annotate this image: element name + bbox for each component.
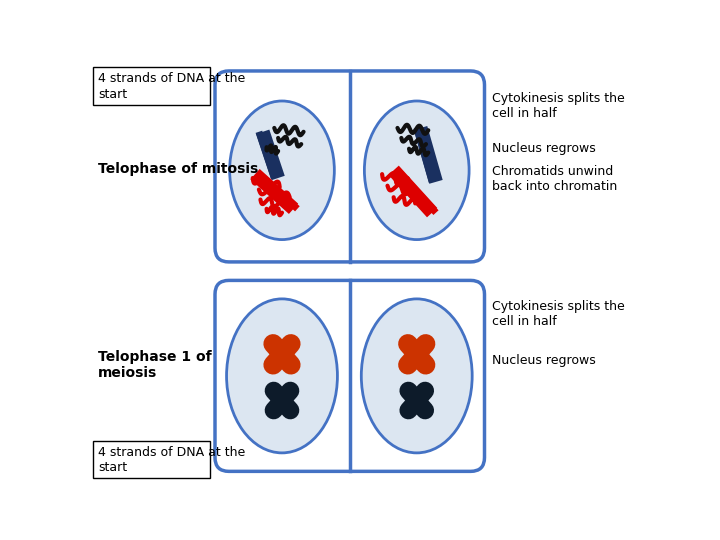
Text: Cytokinesis splits the
cell in half: Cytokinesis splits the cell in half <box>492 300 625 328</box>
FancyBboxPatch shape <box>93 67 210 105</box>
Ellipse shape <box>364 101 469 240</box>
Text: Nucleus regrows: Nucleus regrows <box>492 142 596 155</box>
FancyBboxPatch shape <box>93 441 210 477</box>
Ellipse shape <box>361 299 472 453</box>
Text: 4 strands of DNA at the
start: 4 strands of DNA at the start <box>98 72 246 100</box>
FancyBboxPatch shape <box>215 280 485 471</box>
Text: Nucleus regrows: Nucleus regrows <box>492 354 596 367</box>
Ellipse shape <box>227 299 338 453</box>
Text: 4 strands of DNA at the
start: 4 strands of DNA at the start <box>98 446 246 474</box>
Text: Telophase of mitosis: Telophase of mitosis <box>98 162 258 176</box>
Text: Telophase 1 of
meiosis: Telophase 1 of meiosis <box>98 350 212 380</box>
FancyBboxPatch shape <box>215 71 485 262</box>
Ellipse shape <box>230 101 334 240</box>
Text: Cytokinesis splits the
cell in half: Cytokinesis splits the cell in half <box>492 92 625 120</box>
Text: Chromatids unwind
back into chromatin: Chromatids unwind back into chromatin <box>492 165 618 193</box>
